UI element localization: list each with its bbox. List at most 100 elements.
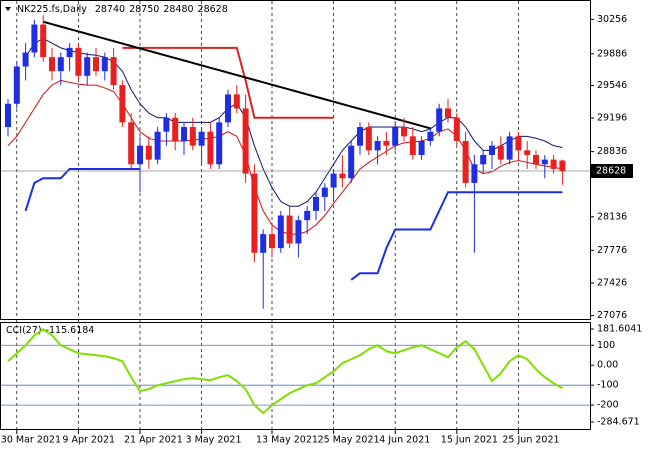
candle-body <box>462 141 469 183</box>
candle-body <box>304 210 311 221</box>
candle-body <box>436 108 443 132</box>
candle-body <box>383 141 390 146</box>
candle-body <box>119 85 126 123</box>
candle-body <box>84 57 91 76</box>
cci-tick-label: 0.00 <box>597 360 618 371</box>
candle-body <box>198 131 205 146</box>
y-tick-label: 30256 <box>597 14 627 25</box>
y-tick-label: 28836 <box>597 146 627 157</box>
candle-body <box>277 215 284 249</box>
y-tick-label: 29886 <box>597 48 627 59</box>
cci-tick-label: -200 <box>597 400 619 411</box>
candle-body <box>22 52 29 67</box>
main-panel <box>0 0 591 320</box>
candle-body <box>365 127 372 151</box>
cci-tick-label: 100 <box>597 340 615 351</box>
candle-body <box>233 94 240 109</box>
candle-body <box>137 145 143 165</box>
x-tick-label: 15 Jun 2021 <box>441 435 498 446</box>
high: 28750 <box>129 4 159 15</box>
candle-body <box>216 122 223 165</box>
candle-body <box>31 24 38 53</box>
cci-tick-label: 181.6041 <box>597 324 642 335</box>
candle-body <box>348 145 355 179</box>
candle-body <box>110 57 117 86</box>
candle-body <box>453 117 460 142</box>
cci-tick-label: -100 <box>597 380 619 391</box>
candle-body <box>207 131 214 165</box>
candle-body <box>339 173 346 179</box>
candle-body <box>515 136 522 151</box>
candle-body <box>251 173 258 253</box>
candle-body <box>559 160 566 172</box>
x-tick-label: 25 Jun 2021 <box>502 435 559 446</box>
cci-value: -115.6184 <box>46 325 95 336</box>
candle-body <box>75 47 82 76</box>
x-tick-label: 21 Apr 2021 <box>124 435 183 446</box>
candle-body <box>409 136 416 155</box>
candle-body <box>427 131 434 142</box>
x-tick-label: 25 May 2021 <box>318 435 380 446</box>
step-line <box>24 167 563 281</box>
candle-body <box>506 136 513 160</box>
candle-body <box>40 24 47 58</box>
candle-body <box>489 145 495 155</box>
candle-body <box>5 103 11 128</box>
x-tick-label: 3 May 2021 <box>186 435 242 446</box>
cci-header: CCI(27) -115.6184 <box>6 325 94 336</box>
price-label: 28628 <box>596 166 626 177</box>
candle-body <box>480 154 487 165</box>
cci-line <box>7 328 563 415</box>
candle-body <box>286 215 293 244</box>
candle-body <box>225 94 231 123</box>
indicator-line <box>7 79 563 235</box>
candle-body <box>172 117 179 142</box>
open: 28740 <box>95 4 125 15</box>
candle-body <box>57 57 64 72</box>
candle-body <box>321 187 328 197</box>
y-tick-label: 29196 <box>597 113 627 124</box>
x-tick-label: 4 Jun 2021 <box>379 435 430 446</box>
candle-body <box>154 131 161 160</box>
candle-body <box>181 127 187 142</box>
candle-body <box>269 234 275 249</box>
x-tick-label: 9 Apr 2021 <box>62 435 115 446</box>
candle-body <box>49 57 55 72</box>
candle-body <box>13 66 20 104</box>
candle-body <box>401 127 407 137</box>
y-tick-label: 27076 <box>597 310 627 321</box>
trend-line <box>42 20 431 130</box>
candle-body <box>101 57 108 72</box>
candle-body <box>66 47 73 58</box>
candle-body <box>524 150 531 155</box>
cci-name: CCI(27) <box>6 325 42 336</box>
y-tick-label: 29546 <box>597 80 627 91</box>
cci-tick-label: -284.671 <box>597 417 640 428</box>
candle-body <box>242 108 249 174</box>
candle-body <box>93 57 99 72</box>
candle-body <box>260 234 267 253</box>
price-box <box>591 164 633 179</box>
menu-icon[interactable] <box>5 7 11 11</box>
step-line <box>122 46 334 119</box>
candle-body <box>128 122 135 165</box>
symbol: NK225.fs,Daily <box>17 4 87 15</box>
low: 28480 <box>163 4 193 15</box>
cci-panel <box>0 322 591 430</box>
candle-body <box>418 141 425 155</box>
candle-body <box>374 141 381 151</box>
candle-body <box>163 117 170 132</box>
y-tick-label: 28136 <box>597 211 627 222</box>
candle-body <box>550 159 557 169</box>
candle-body <box>497 145 504 160</box>
candle-body <box>145 145 152 160</box>
candle-body <box>541 159 548 165</box>
y-tick-label: 27776 <box>597 245 627 256</box>
y-tick-label: 27426 <box>597 277 627 288</box>
candle-body <box>392 127 399 146</box>
candle-body <box>533 154 539 165</box>
x-tick-label: 30 Mar 2021 <box>1 435 61 446</box>
candle-body <box>295 220 302 244</box>
candle-body <box>445 108 451 118</box>
